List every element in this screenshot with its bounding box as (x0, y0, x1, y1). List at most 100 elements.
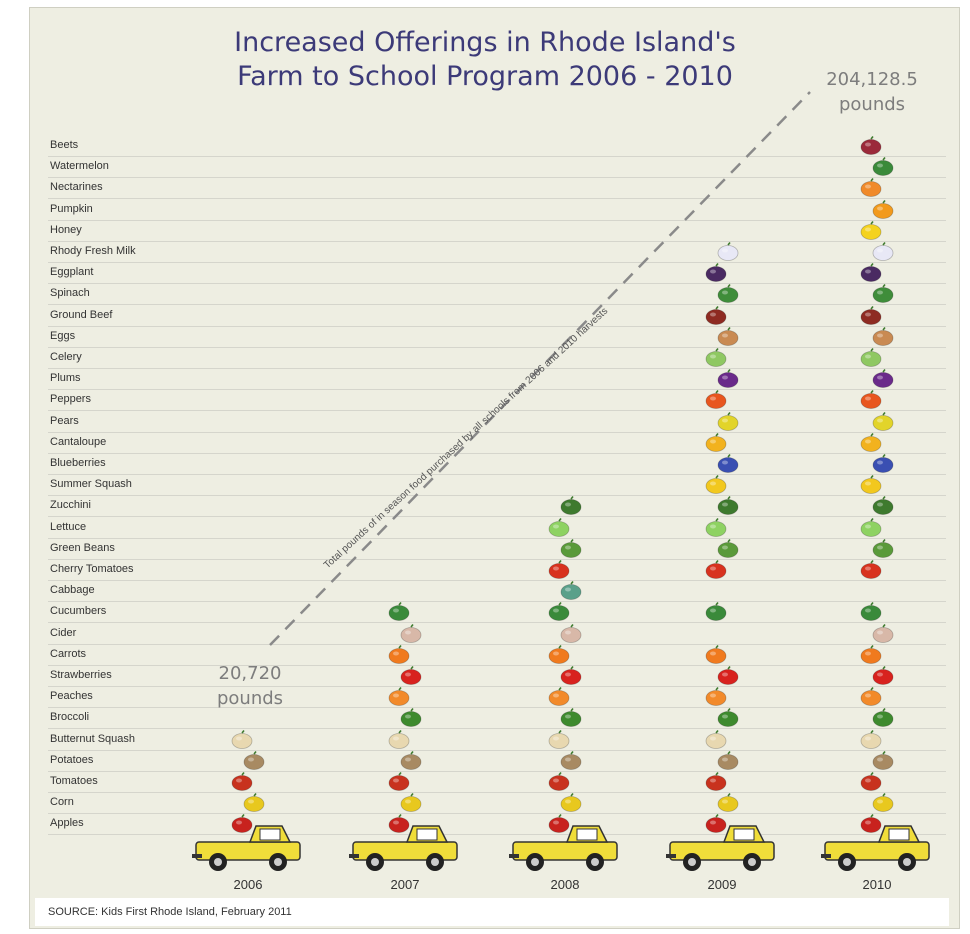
nectarine-icon-2010 (860, 178, 882, 198)
cherry-tomato-icon-2010 (860, 560, 882, 579)
cider-jug-icon-2010 (872, 623, 894, 643)
row-label-tomatoes: Tomatoes (50, 775, 98, 787)
row-label-summer-squash: Summer Squash (50, 478, 132, 491)
carrot-icon-2008 (548, 644, 570, 664)
cider-jug-icon-2008 (560, 623, 582, 643)
corn-icon-2007 (400, 793, 422, 813)
cherry-tomato-icon-2009 (705, 560, 727, 579)
row-separator (48, 431, 946, 433)
carrot-icon-2009 (705, 644, 727, 664)
year-label-2009: 2009 (707, 877, 737, 892)
row-separator (48, 283, 946, 285)
annotation-2010: 204,128.5 pounds (812, 67, 932, 117)
row-label-eggs: Eggs (50, 329, 76, 342)
row-separator (48, 474, 946, 475)
row-label-butternut-squash: Butternut Squash (50, 732, 136, 745)
squash-icon-2009 (705, 475, 727, 495)
year-label-2010: 2010 (862, 877, 892, 892)
honey-icon-2010 (860, 220, 882, 240)
strawberry-icon-2008 (560, 666, 582, 685)
row-separator (48, 262, 946, 263)
broccoli-icon-2009 (717, 708, 739, 728)
row-separator (48, 686, 946, 687)
plum-icon-2009 (717, 369, 739, 389)
corn-icon-2008 (560, 793, 582, 813)
butternut-squash-icon-2008 (548, 729, 570, 749)
row-label-potatoes: Potatoes (50, 753, 94, 766)
green-bean-icon-2010 (872, 538, 894, 558)
row-label-cucumbers: Cucumbers (50, 605, 107, 618)
potato-icon-2009 (717, 750, 739, 770)
annotation-2010-value: 204,128.5 (826, 69, 918, 90)
chart-title: Increased Offerings in Rhode Island's (234, 27, 736, 58)
row-label-peppers: Peppers (50, 393, 91, 406)
row-label-cantaloupe: Cantaloupe (50, 435, 107, 448)
butternut-squash-icon-2010 (860, 729, 882, 749)
tomato-icon-2010 (860, 772, 882, 791)
eggplant-icon-2009 (705, 263, 727, 283)
egg-icon-2010 (872, 326, 894, 346)
row-separator (48, 728, 946, 730)
annotation-2010-unit: pounds (838, 94, 906, 115)
row-label-pumpkin: Pumpkin (50, 202, 93, 215)
row-label-lettuce: Lettuce (50, 520, 87, 533)
row-separator (48, 368, 946, 369)
peach-icon-2009 (705, 687, 727, 707)
cantaloupe-icon-2009 (705, 432, 727, 452)
pear-icon-2010 (872, 411, 894, 431)
strawberry-icon-2010 (872, 666, 894, 685)
cherry-tomato-icon-2008 (548, 560, 570, 579)
row-separator (48, 537, 946, 539)
cucumber-icon-2008 (548, 602, 570, 622)
beef-icon-2009 (705, 305, 727, 325)
row-separator (48, 643, 946, 645)
row-label-peaches: Peaches (50, 690, 93, 703)
lettuce-icon-2010 (860, 517, 882, 537)
green-bean-icon-2008 (560, 538, 582, 558)
apple-icon-2007 (388, 814, 410, 834)
corn-icon-2009 (717, 793, 739, 813)
row-separator (48, 198, 946, 200)
year-label-2008: 2008 (550, 877, 580, 892)
butternut-squash-icon-2009 (705, 729, 727, 749)
broccoli-icon-2010 (872, 708, 894, 728)
row-label-cabbage: Cabbage (50, 584, 95, 597)
cider-jug-icon-2007 (400, 623, 422, 643)
truck-icon-2006 (190, 818, 306, 878)
row-separator (48, 177, 946, 179)
tomato-icon-2009 (705, 772, 727, 791)
annotation-2006: 20,720 pounds (205, 661, 295, 711)
zucchini-icon-2010 (872, 496, 894, 516)
pepper-icon-2009 (705, 390, 727, 410)
milk-carton-icon-2009 (717, 242, 739, 261)
blueberry-icon-2009 (717, 454, 739, 473)
plum-icon-2010 (872, 369, 894, 389)
row-separator (48, 219, 946, 221)
row-label-strawberries: Strawberries (50, 669, 112, 681)
potato-icon-2010 (872, 750, 894, 770)
row-separator (48, 156, 946, 157)
blueberry-icon-2010 (872, 454, 894, 473)
potato-icon-2008 (560, 750, 582, 770)
row-separator (48, 452, 946, 454)
row-label-apples: Apples (50, 817, 84, 830)
row-separator (48, 601, 946, 603)
row-label-celery: Celery (50, 351, 82, 363)
corn-icon-2006 (243, 793, 265, 813)
row-separator (48, 813, 946, 815)
row-label-beets: Beets (50, 139, 79, 151)
carrot-icon-2007 (388, 644, 410, 664)
row-separator (48, 792, 946, 793)
source-note: SOURCE: Kids First Rhode Island, Februar… (48, 906, 292, 918)
row-separator (48, 304, 946, 306)
row-separator (48, 410, 946, 412)
zucchini-icon-2008 (560, 496, 582, 516)
row-separator (48, 558, 946, 560)
milk-carton-icon-2010 (872, 242, 894, 261)
row-separator (48, 707, 946, 709)
peach-icon-2008 (548, 687, 570, 707)
tomato-icon-2007 (388, 772, 410, 791)
row-separator (48, 622, 946, 624)
apple-icon-2009 (705, 814, 727, 834)
